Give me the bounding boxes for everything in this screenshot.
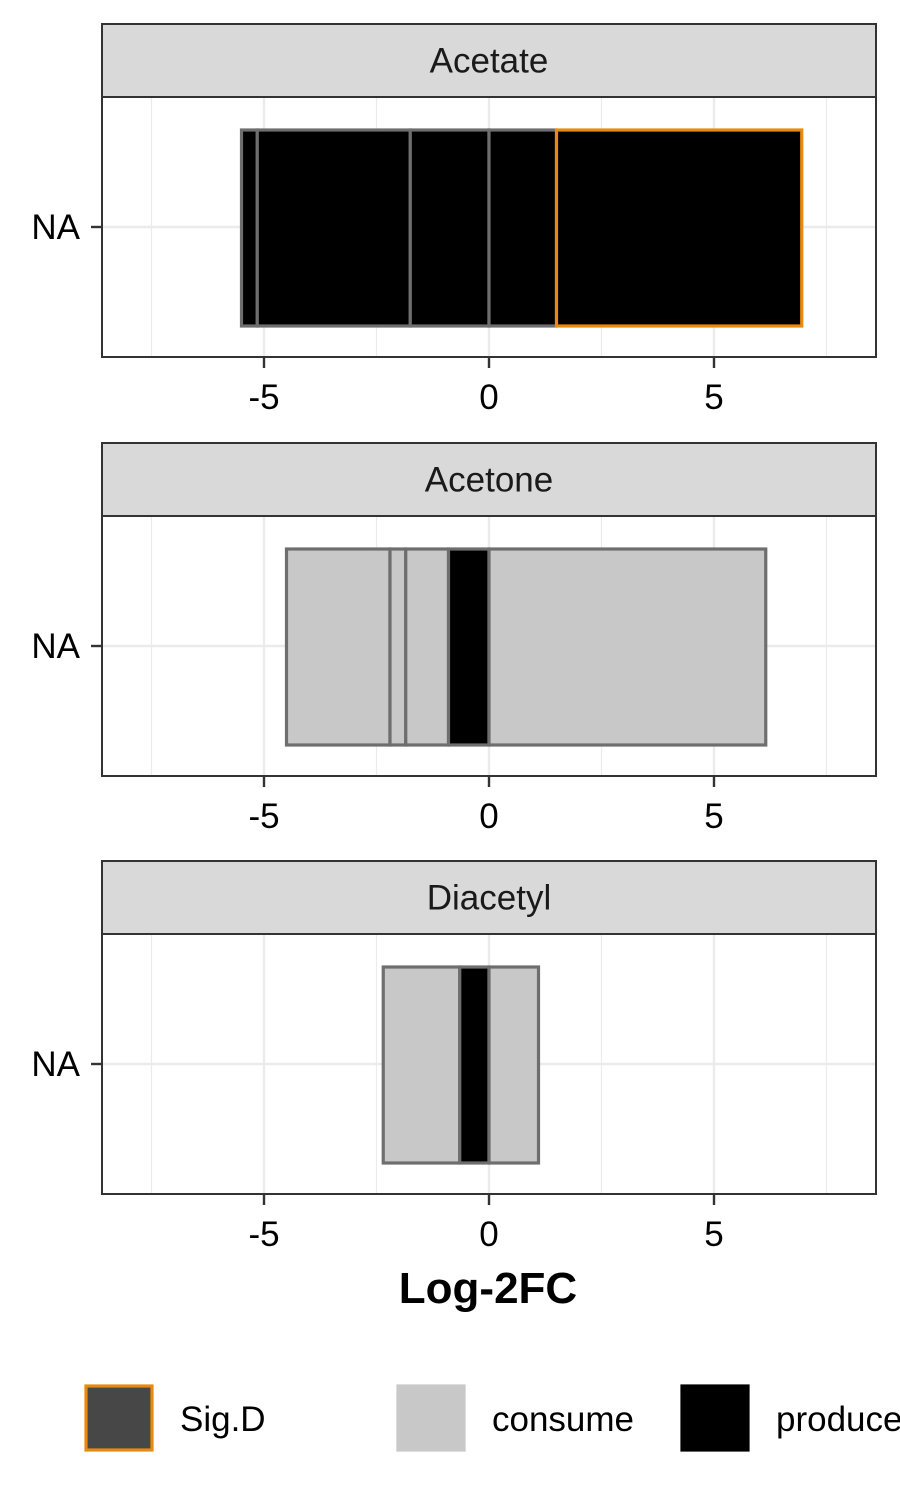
legend-item-sig: Sig.D — [84, 1384, 266, 1452]
x-tick-label: -5 — [248, 797, 279, 836]
legend-label: Sig.D — [180, 1400, 266, 1439]
facet-title: Diacetyl — [427, 879, 551, 918]
y-tick-label: NA — [31, 627, 80, 666]
legend: Sig.D consume produce — [84, 1384, 900, 1452]
facet-panel: Diacetyl NA -5 0 5 — [31, 860, 877, 1254]
y-tick-label: NA — [31, 1045, 80, 1084]
bar-segment — [239, 128, 259, 328]
bar-segment — [446, 547, 491, 747]
x-tick-label: -5 — [248, 378, 279, 417]
bar-segment — [408, 128, 491, 328]
x-tick-label: 0 — [479, 378, 498, 417]
panels-layer: Acetate NA -5 0 5 Acetone NA -5 0 5 Diacetyl NA -5 0 5 — [31, 23, 877, 1254]
x-tick-label: 5 — [704, 1215, 723, 1254]
legend-item-produce: produce — [680, 1384, 900, 1452]
legend-label: produce — [776, 1400, 900, 1439]
x-tick-label: 5 — [704, 378, 723, 417]
bar-segment — [487, 128, 559, 328]
x-tick-label: 0 — [479, 797, 498, 836]
bar-segment — [554, 128, 804, 328]
facet-panel: Acetone NA -5 0 5 — [31, 442, 877, 836]
legend-key — [84, 1384, 154, 1452]
legend-label: consume — [492, 1400, 634, 1439]
bar-segment — [458, 965, 491, 1165]
bar-segment — [487, 965, 541, 1165]
x-axis-title: Log-2FC — [399, 1264, 577, 1313]
bar-segment — [404, 547, 451, 747]
facet-panel: Acetate NA -5 0 5 — [31, 23, 877, 417]
legend-key — [396, 1384, 466, 1452]
facet-title: Acetone — [425, 461, 553, 500]
facet-strip — [101, 23, 877, 98]
facet-title: Acetate — [430, 42, 549, 81]
legend-key — [680, 1384, 750, 1452]
facet-strip — [101, 860, 877, 935]
x-tick-label: 0 — [479, 1215, 498, 1254]
bar-segment — [255, 128, 412, 328]
facet-strip — [101, 442, 877, 517]
bar-segment — [388, 547, 408, 747]
bar-segment — [381, 965, 462, 1165]
bar-segment — [284, 547, 392, 747]
x-tick-label: -5 — [248, 1215, 279, 1254]
x-tick-label: 5 — [704, 797, 723, 836]
y-tick-label: NA — [31, 208, 80, 247]
bar-segment — [487, 547, 768, 747]
legend-item-consume: consume — [396, 1384, 634, 1452]
